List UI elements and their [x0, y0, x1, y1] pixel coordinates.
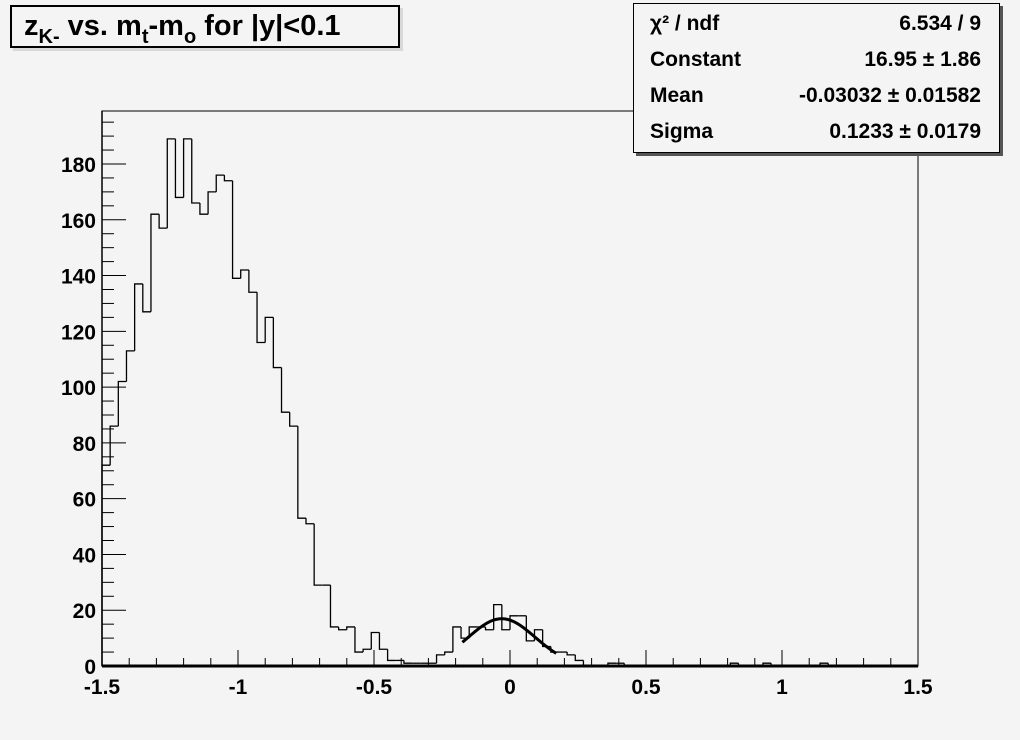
histogram-bin	[125, 350, 135, 382]
y-tick-label: 20	[73, 600, 96, 623]
histogram-bin	[509, 615, 519, 630]
histogram-bin	[403, 660, 413, 664]
x-tick-label: 0	[504, 676, 516, 699]
title-text: -m	[148, 10, 184, 42]
histogram-bin	[313, 523, 323, 586]
histogram-bin	[501, 604, 510, 631]
chart-title: zK- vs. mt-mo for |y|<0.1	[10, 5, 400, 48]
histogram-bin	[166, 138, 176, 229]
stats-row-constant: Constant 16.95 ± 1.86	[650, 42, 981, 78]
histogram-bin	[378, 632, 388, 650]
histogram-bin	[444, 651, 453, 655]
histogram-bin	[191, 138, 200, 204]
title-text: z	[24, 10, 39, 42]
x-tick-label: 1	[776, 676, 788, 699]
stats-label: Mean	[650, 84, 704, 107]
x-tick-label: 1.5	[903, 676, 933, 699]
histogram-bin	[109, 425, 119, 466]
y-tick-label: 160	[61, 210, 96, 233]
y-tick-label: 80	[73, 433, 96, 456]
histogram-bin	[289, 412, 298, 427]
histogram-bin	[452, 626, 462, 653]
histogram-bin	[215, 174, 225, 192]
histogram-bin	[158, 214, 168, 229]
stats-value: 0.1233 ± 0.0179	[829, 120, 981, 143]
histogram-bin	[435, 654, 445, 664]
histogram-bin	[248, 269, 258, 293]
histogram-bin	[272, 317, 282, 369]
stats-row-mean: Mean -0.03032 ± 0.01582	[650, 78, 981, 114]
histogram-bin	[133, 283, 143, 351]
stats-label: Constant	[650, 48, 741, 71]
title-text: for |y|<0.1	[196, 10, 341, 42]
histogram-bin	[346, 626, 355, 630]
y-tick-label: 120	[61, 321, 96, 344]
y-tick-label: 100	[61, 377, 96, 400]
histogram-bin	[182, 138, 192, 198]
histogram-bin	[240, 269, 249, 279]
x-tick-label: -1	[229, 676, 248, 699]
histogram-bin	[174, 138, 184, 199]
histogram-bin	[142, 283, 151, 313]
stats-label: χ² / ndf	[650, 12, 720, 35]
histogram-bin	[337, 626, 347, 631]
y-tick-label: 0	[84, 656, 96, 679]
title-subscript: K-	[38, 26, 60, 48]
histogram-bin	[305, 518, 315, 525]
histogram-bin	[329, 585, 339, 628]
histogram-bin	[370, 631, 380, 650]
y-tick-label: 60	[73, 489, 96, 512]
histogram-bin	[264, 316, 274, 343]
histogram-bin	[231, 180, 241, 279]
histogram-bin	[207, 191, 217, 215]
histogram-bin	[256, 292, 266, 344]
histogram-bin	[566, 652, 576, 656]
histogram-bin	[468, 626, 478, 639]
stats-row-sigma: Sigma 0.1233 ± 0.0179	[650, 114, 981, 150]
stats-value: 6.534 / 9	[899, 12, 981, 35]
title-subscript: t	[141, 26, 149, 48]
y-tick-label: 140	[61, 266, 96, 289]
stats-value: 16.95 ± 1.86	[864, 48, 981, 71]
title-subscript: o	[183, 26, 197, 48]
histogram-bin	[484, 626, 494, 631]
stats-label: Sigma	[650, 120, 714, 143]
stats-value: -0.03032 ± 0.01582	[798, 84, 981, 107]
fit-stats-box: χ² / ndf 6.534 / 9 Constant 16.95 ± 1.86 M…	[633, 3, 1000, 153]
histogram-bin	[362, 648, 372, 653]
x-tick-label: -0.5	[356, 676, 393, 699]
plot-frame	[101, 110, 919, 667]
y-tick-label: 180	[61, 154, 96, 177]
stats-row-chi2: χ² / ndf 6.534 / 9	[650, 6, 981, 42]
histogram-bin	[199, 203, 209, 215]
histogram-bin	[386, 649, 396, 662]
x-tick-labels: -1.5 -1 -0.5 0 0.5 1 1.5	[84, 676, 933, 699]
x-tick-label: 0.5	[631, 676, 661, 699]
x-tick-label: -1.5	[84, 676, 121, 699]
title-text: vs. m	[59, 10, 142, 42]
y-tick-label: 40	[73, 544, 96, 567]
histogram-bin	[525, 615, 535, 642]
histogram-bin	[280, 367, 290, 413]
y-tick-labels: 0 20 40 60 80 100 120 140 160 180	[61, 154, 96, 679]
histogram-bin	[223, 175, 233, 182]
histogram-bin	[574, 654, 584, 662]
histogram-bin	[354, 626, 364, 653]
histogram-bin	[297, 426, 306, 519]
histogram-bin	[150, 213, 160, 312]
fit-curve	[461, 617, 558, 655]
histogram-bin	[117, 380, 127, 427]
